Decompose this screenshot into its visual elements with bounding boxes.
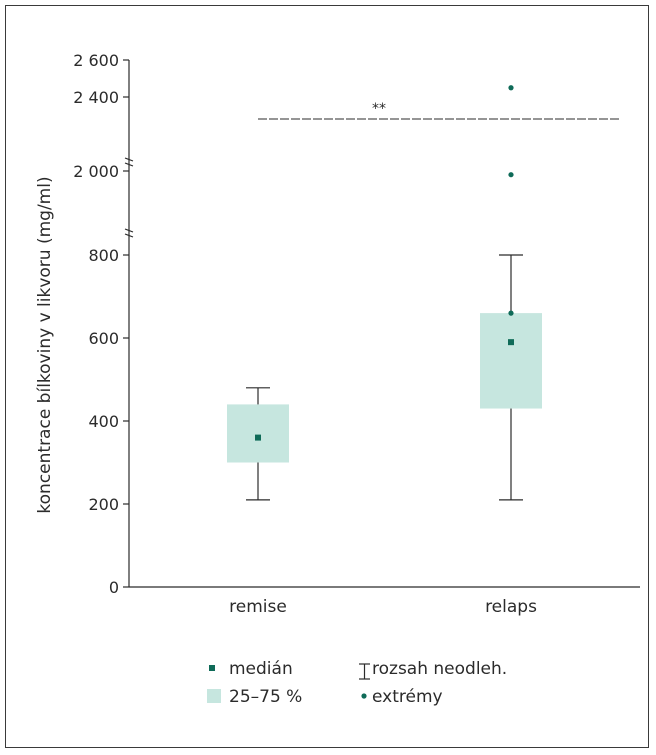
y-tick-label: 2 600	[73, 51, 119, 70]
iqr-box	[227, 404, 289, 463]
legend: medián 25–75 % rozsah neodleh. extrémy	[207, 659, 507, 707]
y-tick-label: 400	[88, 412, 119, 431]
legend-median-marker	[209, 665, 215, 671]
y-tick-label: 0	[109, 578, 119, 597]
extreme-point	[508, 85, 514, 91]
boxes	[227, 85, 542, 501]
x-category-label: remise	[229, 597, 287, 617]
legend-iqr-label: 25–75 %	[229, 687, 302, 707]
legend-extremes-label: extrémy	[372, 687, 443, 707]
extreme-point	[508, 310, 514, 316]
iqr-box	[480, 313, 542, 409]
significance-label: **	[372, 101, 386, 117]
axis-break-upper	[124, 157, 134, 167]
y-tick-label: 600	[88, 329, 119, 348]
legend-iqr-swatch	[207, 689, 221, 703]
y-tick-label: 800	[88, 246, 119, 265]
legend-median-label: medián	[229, 659, 293, 679]
legend-extremes-marker	[361, 693, 367, 699]
box-group	[480, 85, 542, 501]
median-marker	[508, 339, 514, 346]
box-group	[227, 387, 289, 501]
x-category-label: relaps	[485, 597, 537, 617]
axis-break-lower	[124, 228, 134, 238]
y-tick-label: 200	[88, 495, 119, 514]
x-category-labels: remise relaps	[229, 597, 537, 617]
extreme-point	[508, 172, 514, 178]
y-tick-label: 2 000	[73, 162, 119, 181]
median-marker	[255, 434, 261, 441]
y-ticks: 0 200 400 600 800 2 000 2 400 2 600	[73, 51, 129, 597]
y-axis-title: koncentrace bílkoviny v likvoru (mg/ml)	[35, 176, 55, 513]
legend-range-icon	[359, 663, 370, 680]
legend-range-label: rozsah neodleh.	[372, 659, 507, 679]
significance: **	[258, 101, 620, 120]
y-tick-label: 2 400	[73, 88, 119, 107]
